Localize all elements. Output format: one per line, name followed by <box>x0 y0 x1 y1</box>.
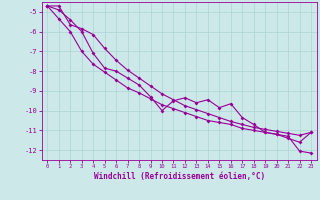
X-axis label: Windchill (Refroidissement éolien,°C): Windchill (Refroidissement éolien,°C) <box>94 172 265 181</box>
